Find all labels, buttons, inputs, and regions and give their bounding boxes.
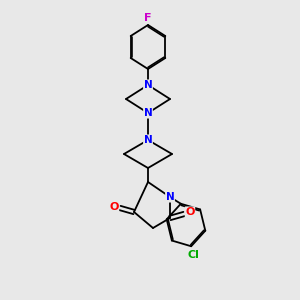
Text: F: F: [144, 13, 152, 23]
Text: N: N: [144, 135, 152, 145]
Text: N: N: [144, 80, 152, 90]
Text: Cl: Cl: [187, 250, 199, 260]
Text: O: O: [109, 202, 119, 212]
Text: N: N: [144, 108, 152, 118]
Text: O: O: [185, 207, 195, 217]
Text: N: N: [166, 192, 174, 202]
